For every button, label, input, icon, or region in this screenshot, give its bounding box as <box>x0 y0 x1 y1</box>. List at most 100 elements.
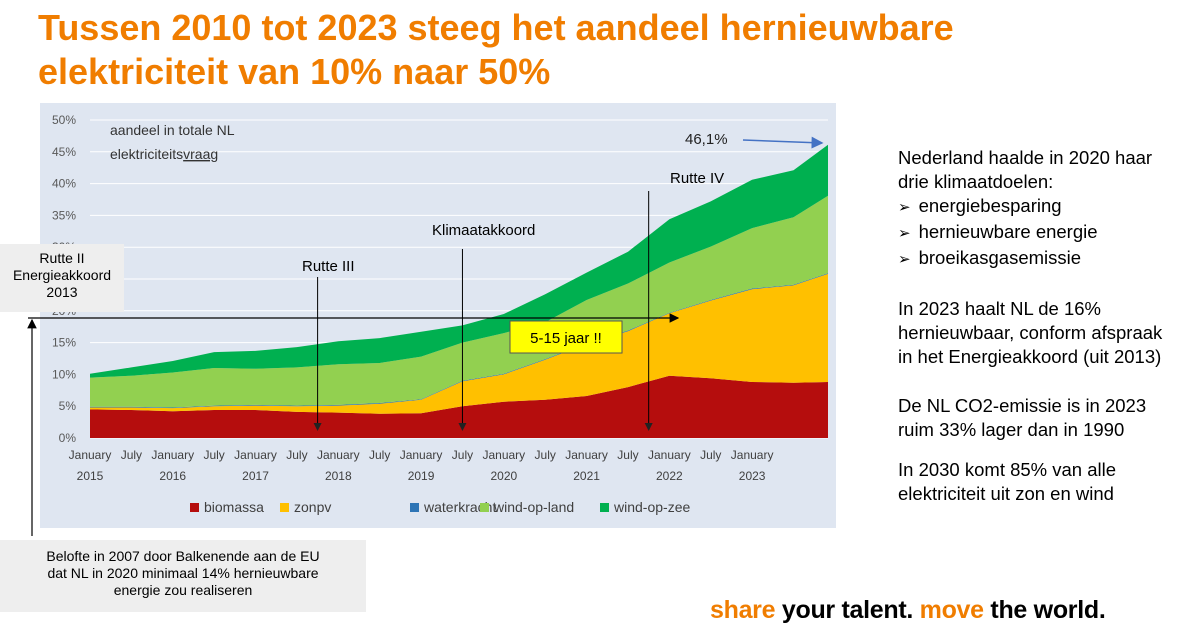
slogan-share: share <box>710 596 776 624</box>
slogan-your-talent: your talent. <box>775 596 914 624</box>
y-tick-label: 5% <box>59 399 77 413</box>
p2-line-1: In 2023 haalt NL de 16% <box>898 298 1101 319</box>
goals-bullet-3: broeikasgasemissie <box>898 246 1152 272</box>
slide-title: Tussen 2010 tot 2023 steeg het aandeel h… <box>38 6 1178 94</box>
x-tick-label: July <box>452 448 473 462</box>
area-series-biomassa <box>90 375 828 438</box>
total-share-label: 46,1% <box>685 131 728 148</box>
slogan-the-world: the world. <box>983 596 1106 624</box>
x-tick-label-year: 2020 <box>490 469 517 483</box>
goals-bullet-2-text: hernieuwbare energie <box>918 221 1098 242</box>
x-tick-label: July <box>203 448 224 462</box>
promise-line-1: Belofte in 2007 door Balkenende aan de E… <box>46 548 320 564</box>
y-tick-label: 10% <box>52 367 76 381</box>
y-tick-label: 50% <box>52 113 76 127</box>
p3-line-2: ruim 33% lager dan in 1990 <box>898 419 1125 440</box>
promise-line-3: energie zou realiseren <box>113 582 253 598</box>
x-tick-label: January <box>648 448 691 462</box>
rutte-ii-line-1: Rutte II <box>39 250 85 266</box>
x-tick-label: July <box>617 448 638 462</box>
area-series-wind-op-land <box>90 195 828 408</box>
p2-line-3: in het Energieakkoord (uit 2013) <box>898 346 1162 367</box>
goals-bullet-1-text: energiebesparing <box>918 195 1062 216</box>
area-series-zonpv <box>90 273 828 414</box>
event-arrowhead-klimaatakkoord <box>458 423 467 431</box>
promise-line-2: dat NL in 2020 minimaal 14% hernieuwbare <box>47 565 319 581</box>
annotation-rutte-iv: Rutte IV <box>670 170 724 187</box>
annotation-klimaatakkoord: Klimaatakkoord <box>432 222 535 239</box>
slide-title-line-1: Tussen 2010 tot 2023 steeg het aandeel h… <box>38 7 954 48</box>
x-tick-label: January <box>69 448 112 462</box>
event-arrowhead-rutte-iii <box>313 423 322 431</box>
legend-swatch-wind-op-land <box>480 503 489 512</box>
annotation-rutte-iii: Rutte III <box>302 258 355 275</box>
y-tick-label: 40% <box>52 177 76 191</box>
rutte-ii-line-2: Energieakkoord <box>12 267 112 283</box>
chart-inset-label-2: elektriciteitsvraag <box>110 146 218 162</box>
chart-inset-label-2-underlined: vraag <box>183 146 218 162</box>
chart-inset-label-1: aandeel in totale NL <box>110 122 235 138</box>
x-tick-label: January <box>731 448 774 462</box>
x-tick-label-year: 2017 <box>242 469 269 483</box>
chart-inset-label-2-prefix: elektriciteits <box>110 146 183 162</box>
rutte-ii-line-3: 2013 <box>46 284 78 300</box>
x-tick-label: July <box>286 448 307 462</box>
area-series-wind-op-zee <box>90 144 828 378</box>
x-tick-label-year: 2015 <box>77 469 104 483</box>
x-tick-label-year: 2022 <box>656 469 683 483</box>
period-box-label: 5-15 jaar !! <box>530 330 602 347</box>
y-tick-label: 15% <box>52 336 76 350</box>
p3-line-1: De NL CO2-emissie is in 2023 <box>898 395 1147 416</box>
legend-label-zonpv: zonpv <box>294 499 331 515</box>
event-arrowhead-rutte-iv <box>644 423 653 431</box>
p2-line-2: hernieuwbaar, conform afspraak <box>898 322 1163 343</box>
chart-panel: 0%5%10%15%20%25%30%35%40%45%50%January20… <box>40 103 836 528</box>
goals-bullet-3-text: broeikasgasemissie <box>918 247 1082 268</box>
legend-label-biomassa: biomassa <box>204 499 264 515</box>
right-paragraph-2023: In 2023 haalt NL de 16% hernieuwbaar, co… <box>898 297 1162 369</box>
legend-swatch-zonpv <box>280 503 289 512</box>
legend-label-wind-op-land: wind-op-land <box>493 499 574 515</box>
slogan-move: move <box>913 596 984 624</box>
x-tick-label-year: 2023 <box>739 469 766 483</box>
right-paragraph-2030: In 2030 komt 85% van alle elektriciteit … <box>898 458 1116 506</box>
rutte-ii-callout: Rutte II Energieakkoord 2013 <box>0 244 124 312</box>
renewable-share-chart: 0%5%10%15%20%25%30%35%40%45%50%January20… <box>52 113 828 515</box>
legend-swatch-biomassa <box>190 503 199 512</box>
goals-bullet-2: hernieuwbare energie <box>898 220 1152 246</box>
x-tick-label-year: 2021 <box>573 469 600 483</box>
right-paragraph-goals: Nederland haalde in 2020 haar drie klima… <box>898 146 1152 272</box>
x-tick-label: January <box>482 448 525 462</box>
y-tick-label: 45% <box>52 145 76 159</box>
x-tick-label-year: 2019 <box>408 469 435 483</box>
period-box <box>509 320 623 354</box>
slide-title-line-2: elektriciteit van 10% naar 50% <box>38 51 551 92</box>
goals-list: energiebesparing hernieuwbare energie br… <box>898 194 1152 272</box>
x-tick-label: January <box>565 448 608 462</box>
x-tick-label: July <box>700 448 721 462</box>
promise-callout: Belofte in 2007 door Balkenende aan de E… <box>0 540 366 612</box>
legend-label-waterkracht: waterkracht <box>423 499 496 515</box>
x-tick-label: January <box>317 448 360 462</box>
legend-swatch-wind-op-zee <box>600 503 609 512</box>
legend-label-wind-op-zee: wind-op-zee <box>613 499 690 515</box>
p4-line-2: elektriciteit uit zon en wind <box>898 483 1114 504</box>
legend-swatch-waterkracht <box>410 503 419 512</box>
x-tick-label: January <box>151 448 194 462</box>
x-tick-label: January <box>234 448 277 462</box>
x-tick-label: July <box>535 448 556 462</box>
x-tick-label: July <box>121 448 142 462</box>
right-paragraph-co2: De NL CO2-emissie is in 2023 ruim 33% la… <box>898 394 1146 442</box>
y-tick-label: 0% <box>59 431 77 445</box>
x-tick-label: January <box>400 448 443 462</box>
x-tick-label-year: 2016 <box>159 469 186 483</box>
footer-slogan: share your talent. move the world. <box>710 596 1106 625</box>
total-share-arrow <box>742 136 824 149</box>
goals-bullet-1: energiebesparing <box>898 194 1152 220</box>
goals-line-2: drie klimaatdoelen: <box>898 171 1054 192</box>
p4-line-1: In 2030 komt 85% van alle <box>898 459 1117 480</box>
x-tick-label-year: 2018 <box>325 469 352 483</box>
goals-line-1: Nederland haalde in 2020 haar <box>898 147 1153 168</box>
y-tick-label: 35% <box>52 208 76 222</box>
x-tick-label: July <box>369 448 390 462</box>
